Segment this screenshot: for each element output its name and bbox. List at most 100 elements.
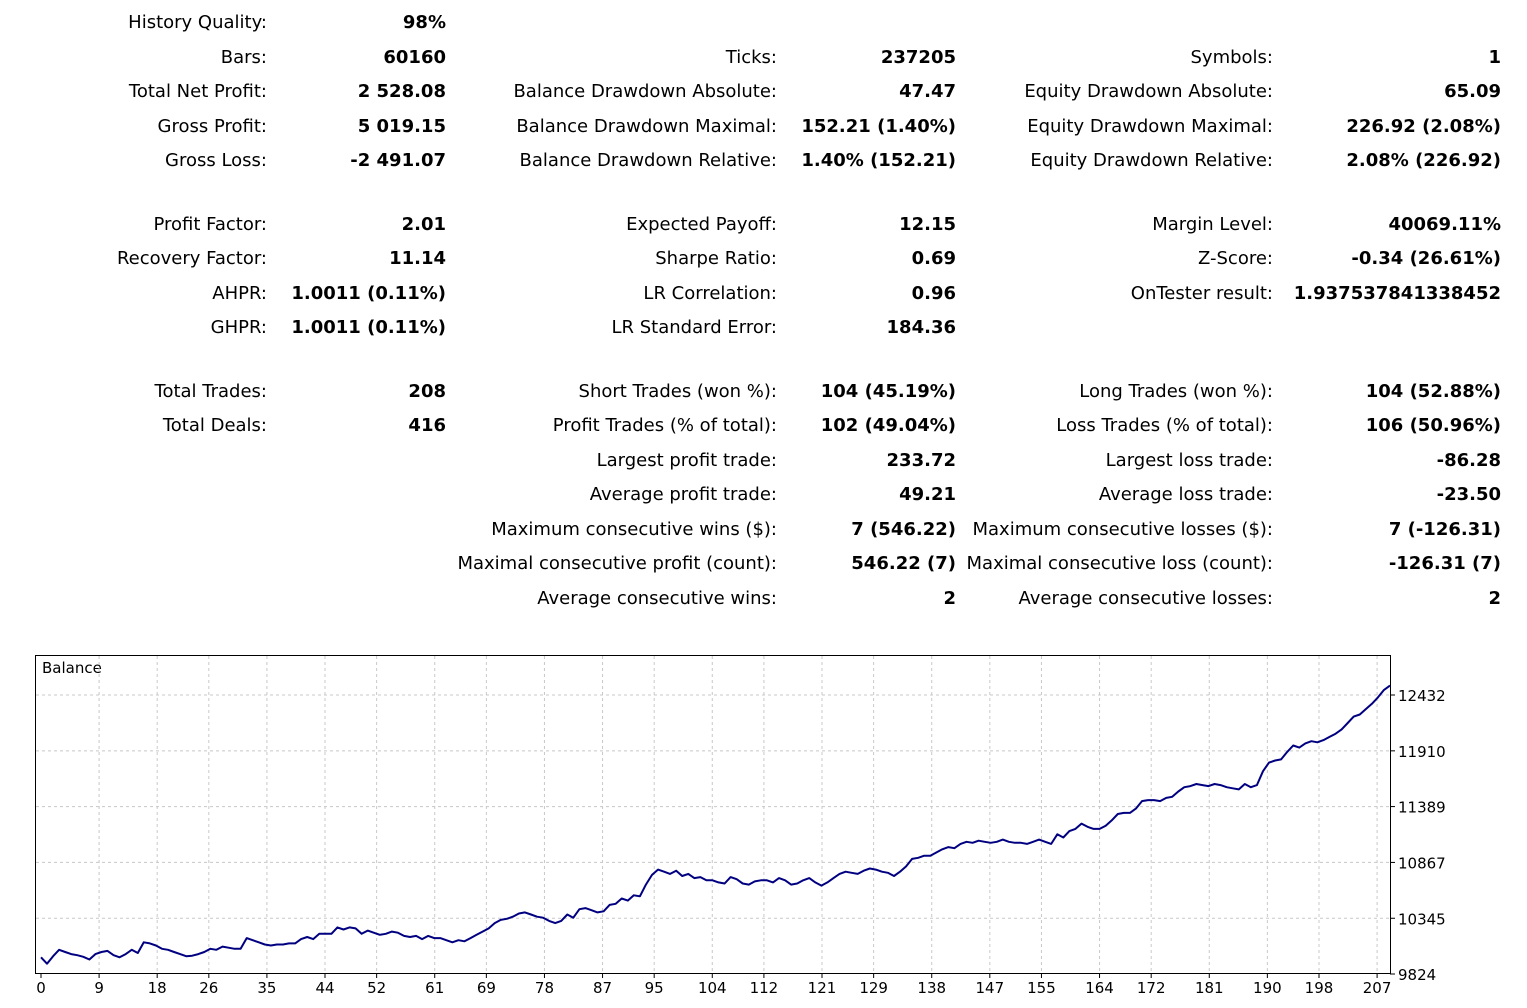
stat-value: 152.21 (1.40%) [801, 116, 956, 137]
stat-label: Largest profit trade: [596, 450, 777, 471]
x-tick-label: 181 [1195, 979, 1224, 997]
stat-label: LR Correlation: [643, 283, 777, 304]
stat-label: OnTester result: [1130, 283, 1273, 304]
stat-label: Ticks: [725, 47, 777, 68]
stat-label: Recovery Factor: [116, 248, 267, 269]
balance-line [40, 684, 1391, 965]
x-tick-label: 61 [425, 979, 444, 997]
stat-label: Equity Drawdown Maximal: [1027, 116, 1273, 137]
x-tick-label: 164 [1085, 979, 1114, 997]
stat-value: 184.36 [886, 317, 956, 338]
y-tick-label: 10345 [1398, 910, 1446, 928]
stat-label: Symbols: [1190, 47, 1274, 68]
stat-label: Balance Drawdown Maximal: [516, 116, 777, 137]
stat-value: 49.21 [899, 484, 956, 505]
stat-value: -86.28 [1436, 450, 1501, 471]
stat-label: Gross Loss: [165, 150, 267, 171]
stat-label: GHPR: [210, 317, 267, 338]
y-tick-label: 12432 [1398, 687, 1446, 705]
stat-value: 47.47 [899, 81, 956, 102]
x-tick-label: 35 [257, 979, 276, 997]
x-tick-label: 0 [36, 979, 46, 997]
stat-value: 546.22 (7) [851, 553, 956, 574]
stat-value: 106 (50.96%) [1365, 415, 1501, 436]
stat-value: 11.14 [389, 248, 446, 269]
x-tick-label: 138 [917, 979, 946, 997]
stat-label: Balance Drawdown Relative: [519, 150, 777, 171]
stat-value: 226.92 (2.08%) [1346, 116, 1501, 137]
stat-label: Average loss trade: [1098, 484, 1273, 505]
stat-value: 7 (-126.31) [1388, 519, 1501, 540]
stat-value: 2 [943, 588, 956, 609]
x-tick-label: 95 [645, 979, 664, 997]
stat-value: -2 491.07 [350, 150, 446, 171]
stat-value: 40069.11% [1388, 214, 1501, 235]
x-tick-label: 112 [750, 979, 779, 997]
y-tick-label: 11389 [1398, 799, 1446, 817]
stat-value: 2 [1488, 588, 1501, 609]
stat-value: 0.96 [911, 283, 956, 304]
stat-value: 1.0011 (0.11%) [291, 317, 446, 338]
stat-value: 2.08% (226.92) [1346, 150, 1501, 171]
stat-value: 208 [408, 381, 446, 402]
stat-value: -0.34 (26.61%) [1351, 248, 1501, 269]
x-tick-label: 155 [1027, 979, 1056, 997]
stat-label: Margin Level: [1152, 214, 1273, 235]
x-tick-label: 69 [477, 979, 496, 997]
x-tick-label: 78 [535, 979, 554, 997]
stat-value: 104 (45.19%) [820, 381, 956, 402]
stat-label: Long Trades (won %): [1079, 381, 1273, 402]
x-tick-label: 190 [1253, 979, 1282, 997]
x-tick-label: 87 [593, 979, 612, 997]
stat-label: Total Trades: [154, 381, 267, 402]
x-tick-label: 121 [808, 979, 837, 997]
stat-value: 1.40% (152.21) [801, 150, 956, 171]
stat-value: 102 (49.04%) [820, 415, 956, 436]
stat-label: Maximum consecutive wins ($): [491, 519, 777, 540]
stat-value: 65.09 [1444, 81, 1501, 102]
stat-label: Average profit trade: [589, 484, 777, 505]
stat-label: Maximal consecutive loss (count): [966, 553, 1273, 574]
stat-value: 1.937537841338452 [1293, 283, 1501, 304]
stat-value: 60160 [383, 47, 446, 68]
x-tick-label: 147 [975, 979, 1004, 997]
stat-value: -23.50 [1436, 484, 1501, 505]
stat-value: 12.15 [899, 214, 956, 235]
stat-label: Z-Score: [1198, 248, 1273, 269]
x-tick-label: 26 [199, 979, 218, 997]
x-tick-label: 9 [94, 979, 104, 997]
x-tick-label: 207 [1363, 979, 1392, 997]
stat-label: Average consecutive losses: [1018, 588, 1273, 609]
stat-label: AHPR: [212, 283, 267, 304]
stat-label: Expected Payoff: [626, 214, 777, 235]
y-tick-label: 9824 [1398, 966, 1436, 984]
stat-value: 1 [1488, 47, 1501, 68]
stat-value: 104 (52.88%) [1365, 381, 1501, 402]
stat-label: Gross Profit: [157, 116, 267, 137]
stat-value: 2 528.08 [357, 81, 446, 102]
stat-value: 0.69 [911, 248, 956, 269]
stat-value: 1.0011 (0.11%) [291, 283, 446, 304]
stat-value: 416 [408, 415, 446, 436]
stat-label: LR Standard Error: [611, 317, 778, 338]
stat-label: Total Deals: [162, 415, 267, 436]
stat-value: 237205 [880, 47, 956, 68]
x-tick-label: 172 [1137, 979, 1166, 997]
stat-value: 5 019.15 [357, 116, 446, 137]
x-tick-label: 129 [859, 979, 888, 997]
stats-panel: History Quality: 98% Bars: 60160 Total Net P… [116, 12, 1501, 609]
stat-value: 98% [402, 12, 446, 33]
stat-value: 233.72 [886, 450, 956, 471]
stat-label: Largest loss trade: [1105, 450, 1273, 471]
stat-label: Profit Trades (% of total): [552, 415, 777, 436]
stat-label: Balance Drawdown Absolute: [513, 81, 777, 102]
stat-label: Total Net Profit: [128, 81, 267, 102]
stat-label: Maximum consecutive losses ($): [972, 519, 1274, 540]
stat-label: History Quality: [128, 12, 267, 33]
stat-label: Profit Factor: [153, 214, 267, 235]
stat-label: Bars: [220, 47, 267, 68]
y-tick-label: 11910 [1398, 743, 1446, 761]
stat-label: Equity Drawdown Relative: [1030, 150, 1273, 171]
x-tick-label: 44 [315, 979, 334, 997]
